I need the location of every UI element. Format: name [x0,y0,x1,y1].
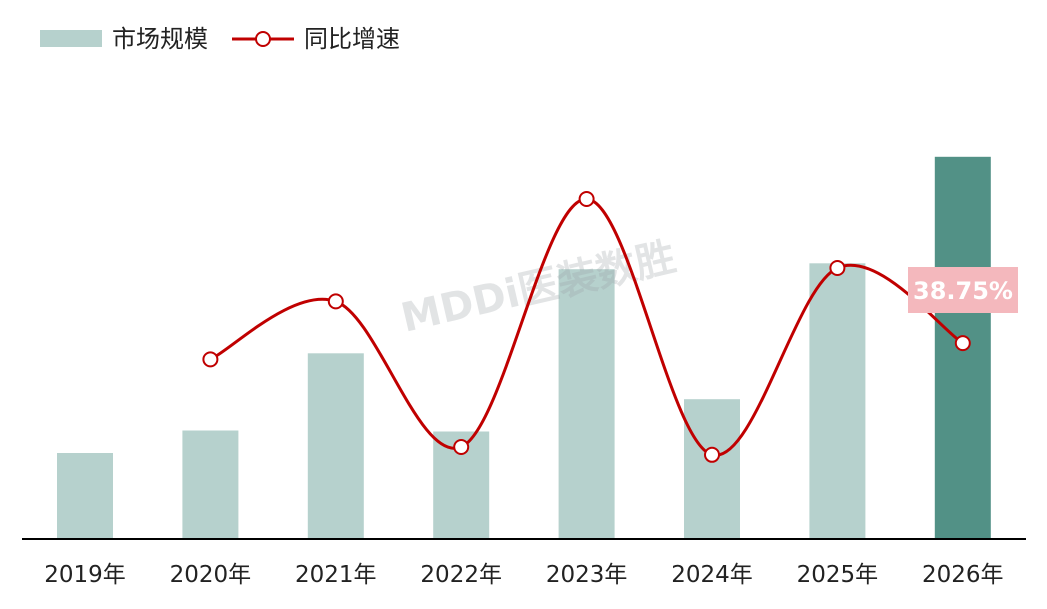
x-tick-2023年: 2023年 [546,562,628,588]
callout-label: 38.75% [913,277,1013,305]
bar-2023年 [558,269,615,539]
highlight-callout: 38.75% [908,267,1018,313]
x-tick-2019年: 2019年 [44,562,126,588]
bar-2021年 [307,353,364,539]
growth-points [202,191,971,463]
growth-point-2020年 [202,351,219,368]
legend-swatch-marker [255,31,271,47]
x-tick-2021年: 2021年 [295,562,377,588]
bar-2019年 [57,453,113,539]
bar-2025年 [809,263,866,539]
x-tick-2022年: 2022年 [420,562,502,588]
x-tick-2025年: 2025年 [797,562,879,588]
legend-label-bar: 市场规模 [112,25,208,53]
growth-point-2024年 [704,446,720,463]
growth-point-2023年 [578,191,595,207]
legend-label-line: 同比增速 [304,25,400,53]
legend: 市场规模 同比增速 [40,25,400,53]
x-tick-2020年: 2020年 [170,562,252,588]
bars [57,156,991,540]
growth-point-2026年 [954,335,971,352]
bar-2020年 [182,430,239,539]
x-tick-labels: 2019年 2020年 2021年 2022年 2023年 2024年 2025年 2026年 [44,562,1003,588]
growth-point-2022年 [453,439,470,455]
legend-swatch-bar [40,30,102,47]
bar-2024年 [684,399,740,539]
x-tick-2026年: 2026年 [922,562,1004,588]
x-tick-2024年: 2024年 [671,562,753,588]
growth-point-2021年 [327,293,344,310]
callout-background [908,267,1018,313]
growth-point-2025年 [829,260,846,276]
